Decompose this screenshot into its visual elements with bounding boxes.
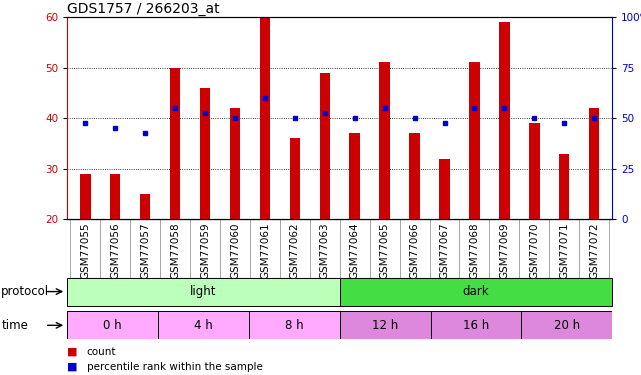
Text: GSM77065: GSM77065 (379, 222, 390, 279)
Bar (67, 311, 158, 339)
Bar (67, 278, 340, 306)
Bar (379, 62, 390, 219)
Bar (249, 311, 340, 339)
Text: GSM77064: GSM77064 (350, 222, 360, 279)
Bar (521, 311, 612, 339)
Bar (200, 88, 210, 219)
Bar (290, 138, 300, 219)
Bar (110, 174, 121, 219)
Text: GSM77061: GSM77061 (260, 222, 270, 279)
Text: GSM77055: GSM77055 (80, 222, 90, 279)
Text: GSM77059: GSM77059 (200, 222, 210, 279)
Text: GSM77070: GSM77070 (529, 222, 539, 279)
Bar (410, 134, 420, 219)
Text: ■: ■ (67, 362, 78, 372)
Bar (340, 278, 612, 306)
Bar (170, 68, 180, 219)
Text: GSM77071: GSM77071 (559, 222, 569, 279)
Text: GSM77063: GSM77063 (320, 222, 329, 279)
Text: GSM77056: GSM77056 (110, 222, 121, 279)
Bar (319, 73, 330, 219)
Text: count: count (87, 347, 116, 357)
Bar (140, 194, 151, 219)
Text: GSM77069: GSM77069 (499, 222, 510, 279)
Text: GSM77067: GSM77067 (440, 222, 449, 279)
Bar (431, 311, 521, 339)
Bar (529, 123, 540, 219)
Text: GSM77058: GSM77058 (170, 222, 180, 279)
Bar (559, 154, 569, 219)
Text: 16 h: 16 h (463, 319, 489, 332)
Bar (260, 17, 270, 219)
Text: ■: ■ (67, 347, 78, 357)
Text: protocol: protocol (1, 285, 49, 298)
Text: 12 h: 12 h (372, 319, 398, 332)
Text: GSM77060: GSM77060 (230, 222, 240, 279)
Bar (499, 22, 510, 219)
Text: 8 h: 8 h (285, 319, 304, 332)
Text: 4 h: 4 h (194, 319, 213, 332)
Bar (80, 174, 90, 219)
Text: time: time (1, 319, 28, 332)
Text: 0 h: 0 h (103, 319, 122, 332)
Bar (340, 311, 431, 339)
Text: GSM77057: GSM77057 (140, 222, 150, 279)
Text: percentile rank within the sample: percentile rank within the sample (87, 362, 262, 372)
Bar (229, 108, 240, 219)
Text: dark: dark (463, 285, 489, 298)
Text: GSM77066: GSM77066 (410, 222, 420, 279)
Text: GSM77062: GSM77062 (290, 222, 300, 279)
Text: GSM77068: GSM77068 (469, 222, 479, 279)
Bar (469, 62, 479, 219)
Text: light: light (190, 285, 217, 298)
Text: GDS1757 / 266203_at: GDS1757 / 266203_at (67, 2, 220, 16)
Text: 20 h: 20 h (554, 319, 580, 332)
Bar (439, 159, 450, 219)
Bar (349, 134, 360, 219)
Bar (158, 311, 249, 339)
Text: GSM77072: GSM77072 (589, 222, 599, 279)
Bar (589, 108, 599, 219)
